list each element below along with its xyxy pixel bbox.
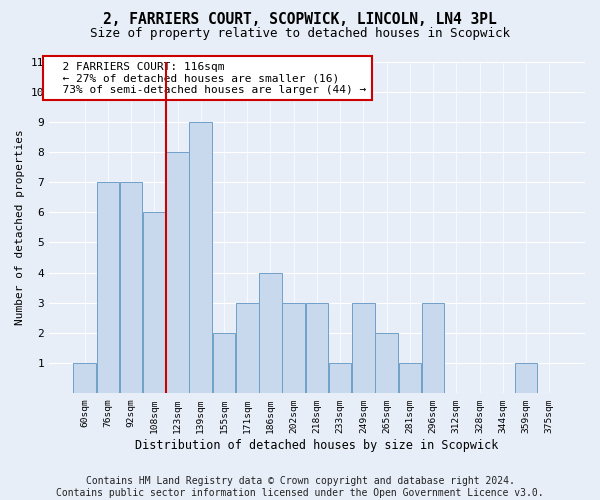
- Bar: [259, 272, 282, 393]
- Bar: [190, 122, 212, 393]
- Bar: [398, 363, 421, 393]
- Bar: [352, 302, 375, 393]
- Bar: [515, 363, 538, 393]
- Bar: [120, 182, 142, 393]
- Bar: [143, 212, 166, 393]
- Y-axis label: Number of detached properties: Number of detached properties: [15, 130, 25, 325]
- Bar: [236, 302, 259, 393]
- Bar: [329, 363, 352, 393]
- Bar: [166, 152, 189, 393]
- Bar: [73, 363, 96, 393]
- Bar: [422, 302, 445, 393]
- Bar: [376, 333, 398, 393]
- Bar: [97, 182, 119, 393]
- Text: Size of property relative to detached houses in Scopwick: Size of property relative to detached ho…: [90, 28, 510, 40]
- Text: 2, FARRIERS COURT, SCOPWICK, LINCOLN, LN4 3PL: 2, FARRIERS COURT, SCOPWICK, LINCOLN, LN…: [103, 12, 497, 28]
- Bar: [213, 333, 235, 393]
- Bar: [305, 302, 328, 393]
- Bar: [283, 302, 305, 393]
- Text: Contains HM Land Registry data © Crown copyright and database right 2024.
Contai: Contains HM Land Registry data © Crown c…: [56, 476, 544, 498]
- X-axis label: Distribution of detached houses by size in Scopwick: Distribution of detached houses by size …: [135, 440, 499, 452]
- Text: 2 FARRIERS COURT: 116sqm
  ← 27% of detached houses are smaller (16)
  73% of se: 2 FARRIERS COURT: 116sqm ← 27% of detach…: [49, 62, 366, 94]
